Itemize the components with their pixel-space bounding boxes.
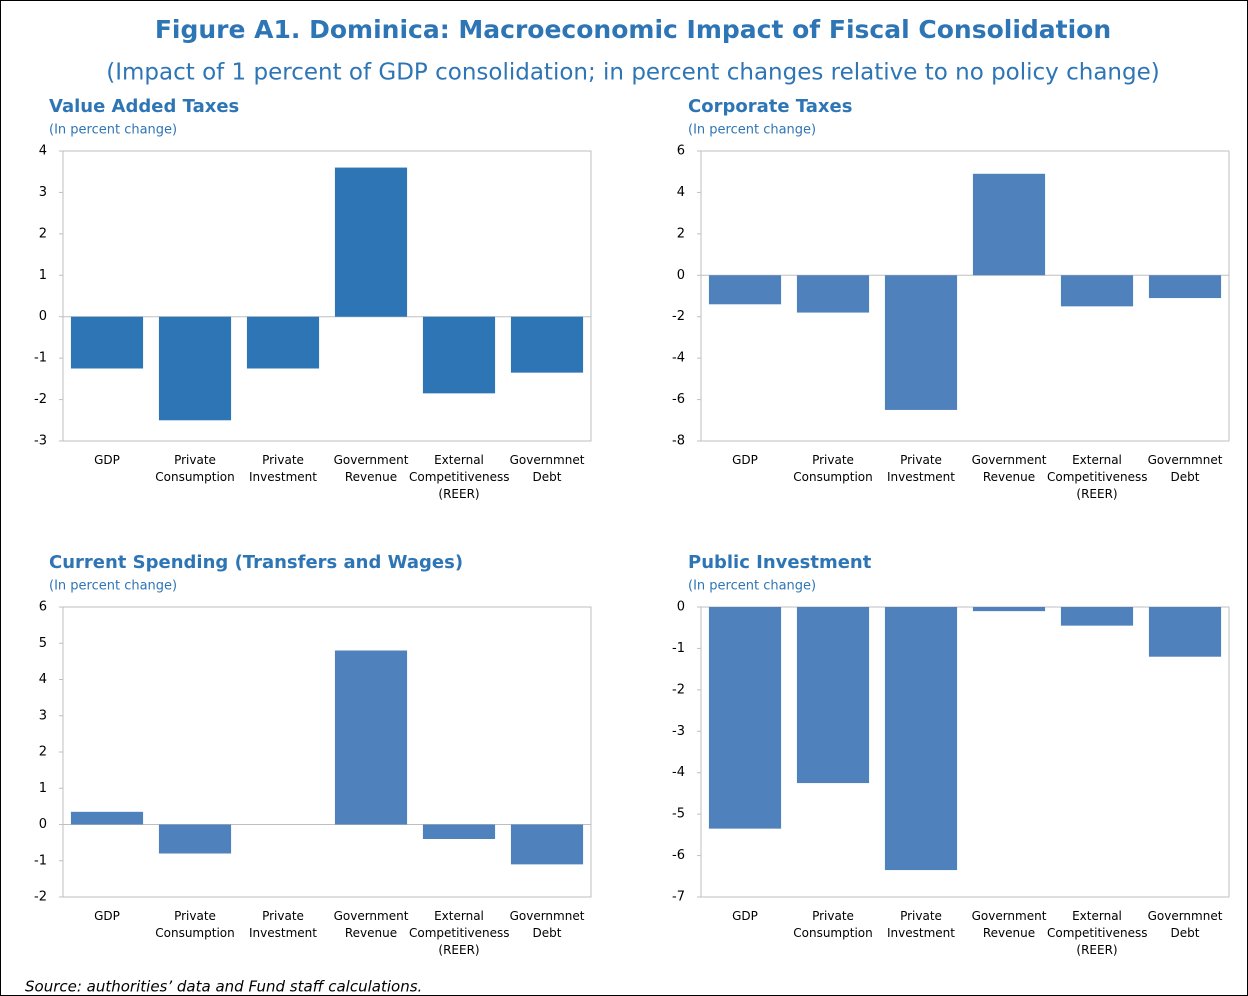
panel-subtitle: (In percent change) [688,123,816,138]
y-tick-label: -2 [34,890,47,905]
bar [510,316,584,373]
bar [70,811,144,825]
y-tick-label: 5 [39,636,47,651]
panel-title: Current Spending (Transfers and Wages) [49,552,463,573]
bar [1148,607,1222,657]
x-tick-label: Private Consumption [155,909,235,940]
bar [972,173,1046,276]
figure-subtitle: (Impact of 1 percent of GDP consolidatio… [106,60,1159,86]
y-tick-label: 0 [677,268,685,283]
x-tick-label: Government Revenue [333,909,409,940]
x-tick-label: GDP [732,909,758,923]
y-tick-label: -1 [672,641,685,656]
x-tick-label: GDP [94,453,120,467]
bar [972,607,1046,612]
x-tick-label: Private Consumption [793,909,873,940]
source-note: Source: authorities’ data and Fund staff… [25,978,422,996]
y-tick-label: 4 [677,185,685,200]
y-tick-label: 3 [39,185,47,200]
bar [422,316,496,394]
y-tick-label: 4 [39,144,47,159]
x-tick-label: Governmnet Debt [1147,909,1223,940]
bar [334,167,408,317]
x-tick-label: Government Revenue [971,909,1047,940]
x-tick-label: External Competitiveness (REER) [1047,453,1148,501]
figure-title: Figure A1. Dominica: Macroeconomic Impac… [155,15,1111,44]
bar [334,650,408,825]
x-tick-label: GDP [94,909,120,923]
x-tick-label: Private Investment [249,909,317,940]
y-tick-label: -6 [672,392,685,407]
bar [246,316,320,369]
x-tick-label: Private Investment [249,453,317,484]
x-tick-label: GDP [732,453,758,467]
panel-subtitle: (In percent change) [688,579,816,594]
y-tick-label: -6 [672,848,685,863]
y-tick-label: -8 [672,434,685,449]
y-tick-label: 2 [39,745,47,760]
y-tick-label: 0 [39,817,47,832]
x-tick-label: External Competitiveness (REER) [409,453,510,501]
y-tick-label: 0 [677,600,685,615]
x-tick-label: Private Consumption [793,453,873,484]
y-tick-label: 2 [39,226,47,241]
bar [1060,607,1134,626]
x-tick-label: Private Consumption [155,453,235,484]
y-tick-label: -2 [34,392,47,407]
y-tick-label: 3 [39,708,47,723]
x-tick-label: Private Investment [887,453,955,484]
y-tick-label: 6 [677,144,685,159]
bar [158,316,232,421]
x-tick-label: Government Revenue [971,453,1047,484]
panel-subtitle: (In percent change) [49,579,177,594]
y-tick-label: -3 [34,434,47,449]
y-tick-label: 4 [39,672,47,687]
bar [1148,275,1222,299]
y-tick-label: -4 [672,351,685,366]
y-tick-label: -1 [34,853,47,868]
y-tick-label: -2 [672,682,685,697]
panel-title: Value Added Taxes [49,96,239,117]
y-tick-label: 6 [39,600,47,615]
bar [510,824,584,865]
y-tick-label: -7 [672,890,685,905]
panel-title: Public Investment [688,552,872,573]
y-tick-label: -2 [672,309,685,324]
x-tick-label: Governmnet Debt [509,453,585,484]
y-tick-label: -1 [34,351,47,366]
plot-frame [62,150,592,442]
y-tick-label: 2 [677,226,685,241]
x-tick-label: Private Investment [887,909,955,940]
bar [708,607,782,829]
plot-frame [700,150,1230,442]
y-tick-label: 0 [39,309,47,324]
y-tick-label: 1 [39,268,47,283]
x-tick-label: Governmnet Debt [509,909,585,940]
bar [884,607,958,871]
y-tick-label: 1 [39,781,47,796]
bar [422,824,496,839]
bar [796,275,870,313]
y-tick-label: -4 [672,765,685,780]
y-tick-label: -5 [672,807,685,822]
bar [1060,275,1134,307]
bar [158,824,232,854]
x-tick-label: Government Revenue [333,453,409,484]
bar [70,316,144,369]
panel-title: Corporate Taxes [688,96,852,117]
x-tick-label: External Competitiveness (REER) [1047,909,1148,957]
bar [708,275,782,305]
x-tick-label: Governmnet Debt [1147,453,1223,484]
bar [796,607,870,784]
panel-subtitle: (In percent change) [49,123,177,138]
bar [884,275,958,410]
x-tick-label: External Competitiveness (REER) [409,909,510,957]
y-tick-label: -3 [672,724,685,739]
